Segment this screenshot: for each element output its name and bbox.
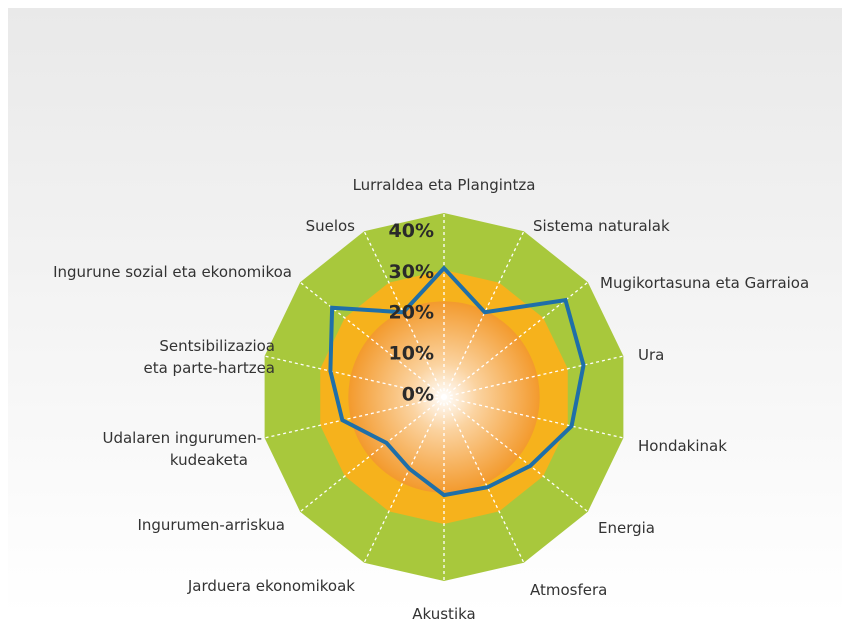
spoke [443, 281, 589, 398]
category-label: Sentsibilizazioa eta parte-hartzea [143, 337, 275, 377]
spoke [443, 396, 624, 439]
spoke [299, 396, 445, 513]
spoke [443, 396, 525, 564]
spoke [363, 396, 445, 564]
series-line [328, 265, 586, 498]
spoke [443, 396, 589, 513]
category-label: Sistema naturalak [533, 217, 670, 235]
tick-label: 10% [389, 343, 434, 365]
category-label: Atmosfera [530, 581, 607, 599]
category-label: Akustika [412, 605, 475, 623]
category-label: Ingurumen-arriskua [137, 516, 285, 534]
spoke [264, 355, 445, 398]
tick-label: 40% [389, 220, 434, 242]
tick-label: 20% [389, 302, 434, 324]
category-label: Energia [598, 519, 655, 537]
spoke [264, 396, 445, 439]
tick-label: 0% [402, 384, 434, 406]
spoke [443, 355, 624, 398]
category-label: Ingurune sozial eta ekonomikoa [53, 263, 292, 281]
category-label: Jarduera ekonomikoak [187, 577, 355, 595]
category-label: Ura [638, 346, 664, 364]
spoke [299, 281, 445, 398]
category-label: Lurraldea eta Plangintza [353, 176, 536, 194]
category-label: Suelos [306, 217, 356, 235]
tick-label: 30% [389, 261, 434, 283]
category-label: Mugikortasuna eta Garraioa [600, 274, 809, 292]
category-label: Hondakinak [638, 437, 727, 455]
category-label: Udalaren ingurumen-kudeaketa [102, 429, 262, 469]
